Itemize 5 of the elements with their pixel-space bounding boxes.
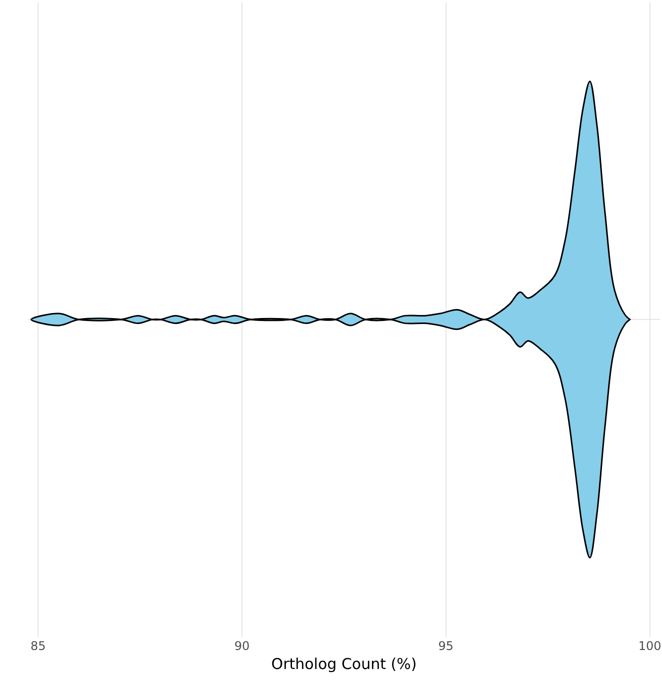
x-axis-title: Ortholog Count (%) (271, 655, 417, 673)
x-tick-label: 95 (438, 639, 454, 653)
x-tick-label: 100 (638, 639, 662, 653)
x-tick-label: 85 (30, 639, 46, 653)
x-tick-label: 90 (234, 639, 250, 653)
